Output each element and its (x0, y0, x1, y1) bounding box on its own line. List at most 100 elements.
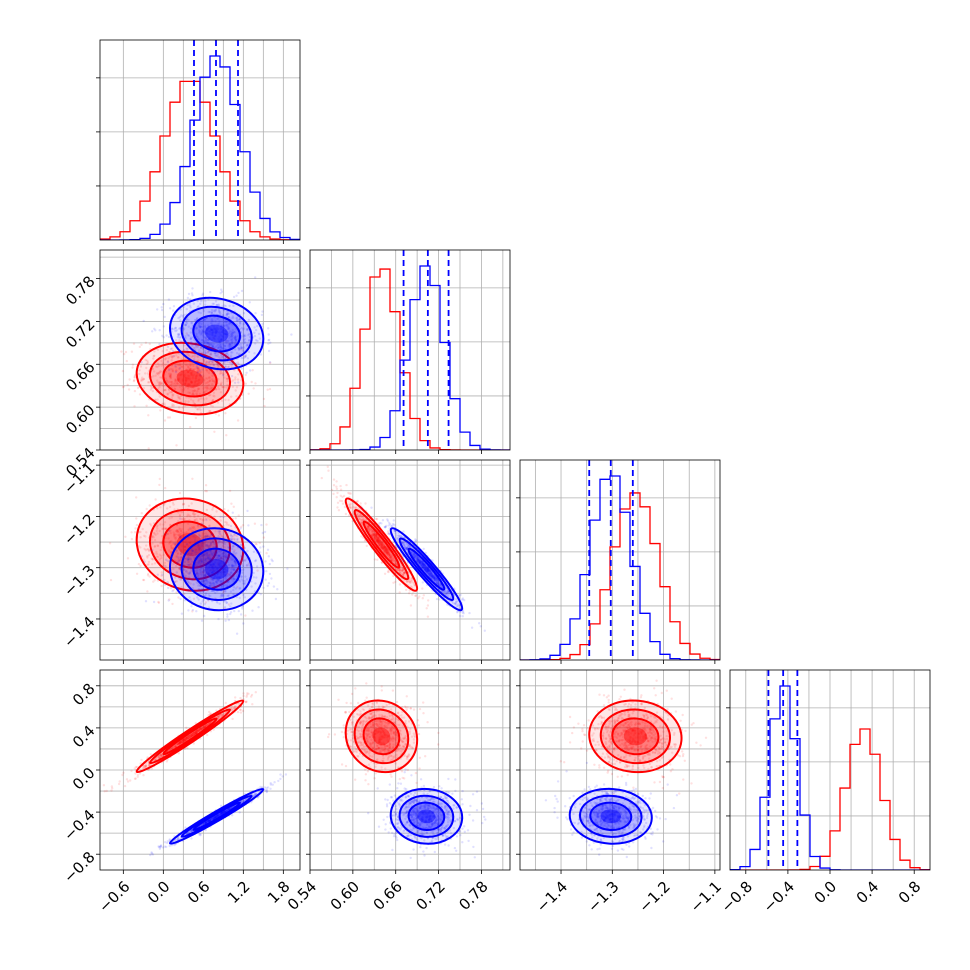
scatter-point (158, 381, 161, 384)
scatter-point (231, 545, 234, 548)
scatter-point (223, 542, 226, 546)
scatter-point (202, 359, 205, 363)
scatter-point (242, 335, 246, 338)
scatter-point (203, 391, 206, 394)
scatter-point (211, 360, 214, 363)
scatter-point (219, 370, 222, 373)
scatter-point (220, 580, 223, 583)
scatter-point (158, 383, 161, 386)
scatter-point (199, 558, 202, 561)
scatter-point (223, 347, 226, 350)
scatter-point (242, 322, 245, 326)
scatter-point (195, 332, 198, 336)
scatter-point (159, 370, 162, 373)
scatter-point (394, 546, 398, 550)
scatter-point (170, 547, 173, 550)
scatter-point (148, 504, 151, 507)
scatter-point (175, 539, 178, 543)
scatter-point (217, 323, 221, 326)
scatter-point (191, 549, 195, 552)
scatter-point (185, 308, 188, 311)
scatter-point (151, 542, 154, 545)
scatter-point (231, 578, 234, 581)
scatter-point (381, 547, 385, 551)
scatter-point (242, 312, 246, 315)
scatter-point (175, 554, 178, 558)
scatter-point (248, 301, 251, 304)
scatter-point (215, 326, 218, 329)
scatter-point (385, 552, 388, 556)
scatter-point (356, 514, 359, 517)
scatter-point (222, 555, 225, 558)
scatter-point (175, 549, 179, 552)
scatter-panel-2-1 (306, 459, 511, 664)
scatter-point (203, 553, 207, 556)
scatter-point (204, 571, 208, 574)
scatter-point (228, 322, 232, 325)
scatter-point (173, 387, 176, 391)
scatter-point (235, 395, 238, 398)
scatter-point (202, 387, 205, 390)
scatter-point (245, 564, 249, 567)
scatter-point (176, 333, 180, 336)
scatter-point (388, 555, 392, 558)
scatter-point (240, 367, 243, 370)
scatter-point (207, 572, 210, 576)
scatter-point (268, 387, 272, 391)
scatter-point (215, 330, 218, 333)
scatter-point (208, 310, 212, 314)
scatter-point (244, 575, 247, 578)
scatter-point (401, 556, 404, 559)
scatter-point (232, 568, 236, 571)
scatter-point (211, 328, 214, 332)
scatter-point (244, 354, 248, 357)
scatter-point (130, 350, 134, 353)
scatter-point (398, 583, 402, 586)
scatter-point (220, 586, 223, 589)
scatter-point (185, 379, 188, 383)
scatter-point (226, 559, 230, 562)
scatter-point (232, 330, 236, 334)
scatter-point (238, 352, 241, 356)
scatter-point (205, 552, 209, 555)
histogram-panel-2 (516, 459, 721, 664)
scatter-point (190, 372, 193, 375)
scatter-point (378, 539, 381, 543)
scatter-point (268, 338, 271, 342)
scatter-point (186, 296, 190, 300)
scatter-point (233, 331, 236, 334)
scatter-point (205, 535, 209, 538)
scatter-point (376, 539, 379, 542)
scatter-point (234, 336, 237, 340)
scatter-point (202, 588, 206, 592)
scatter-point (257, 591, 260, 594)
scatter-point (219, 325, 223, 328)
scatter-point (261, 310, 264, 313)
scatter-point (198, 323, 201, 326)
scatter-point (133, 531, 137, 534)
scatter-point (214, 569, 217, 572)
scatter-point (426, 604, 430, 607)
scatter-point (263, 530, 267, 534)
scatter-point (163, 564, 166, 567)
scatter-point (247, 333, 250, 337)
scatter-point (242, 346, 245, 349)
scatter-point (179, 319, 182, 322)
scatter-point (354, 506, 358, 509)
scatter-point (211, 539, 215, 543)
scatter-point (224, 339, 227, 343)
scatter-point (176, 551, 180, 555)
scatter-point (183, 387, 186, 390)
scatter-point (229, 351, 233, 354)
scatter-point (191, 377, 194, 380)
scatter-point (179, 550, 183, 553)
scatter-point (132, 342, 136, 345)
scatter-point (210, 319, 213, 322)
scatter-point (187, 544, 190, 547)
scatter-point (203, 582, 207, 585)
scatter-point (153, 350, 156, 353)
scatter-point (206, 535, 209, 538)
scatter-point (189, 541, 192, 544)
scatter-point (129, 779, 132, 782)
scatter-point (172, 354, 176, 358)
